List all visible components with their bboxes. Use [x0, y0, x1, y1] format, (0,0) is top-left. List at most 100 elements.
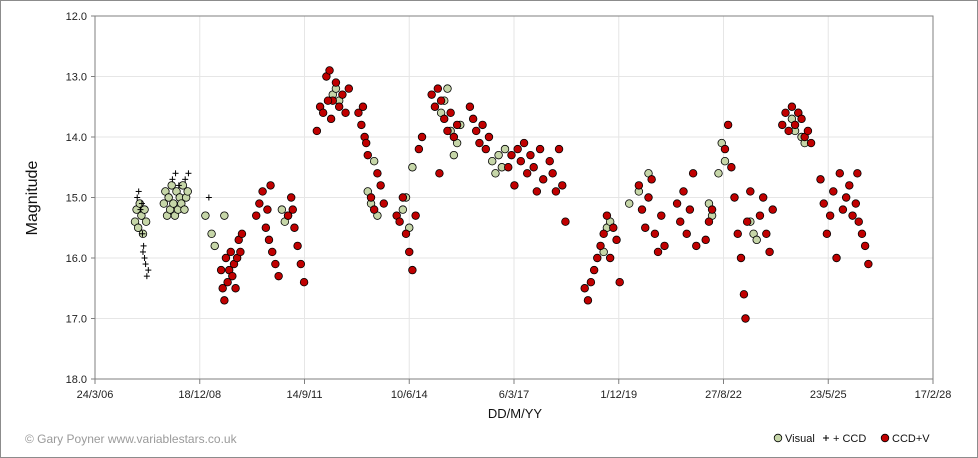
- ccdv-point: [471, 126, 481, 136]
- ccdv-point: [363, 150, 372, 160]
- ccdv-point: [707, 205, 717, 214]
- ccdv-point: [358, 102, 368, 111]
- ccdv-point: [293, 241, 302, 251]
- credit-text: © Gary Poyner www.variablestars.co.uk: [25, 432, 238, 446]
- ccdv-point: [255, 199, 264, 208]
- y-tick-label: 16.0: [66, 253, 87, 265]
- ccdv-point: [599, 229, 608, 238]
- ccdv-point: [781, 108, 790, 117]
- ccdv-point: [417, 132, 427, 142]
- ccdv-point: [373, 169, 382, 178]
- legend: Visual + CCD CCD+V: [773, 433, 930, 445]
- ccdv-point: [312, 126, 322, 136]
- ccdv-point: [411, 211, 420, 220]
- visual-point: [369, 156, 379, 166]
- ccdv-point: [226, 247, 235, 257]
- ccdv-point: [845, 181, 854, 190]
- y-tick-label: 13.0: [66, 72, 87, 84]
- visual-point: [210, 241, 219, 251]
- ccd-point: [134, 194, 141, 201]
- ccdv-point: [832, 253, 841, 263]
- visual-point: [625, 199, 634, 208]
- visual-point: [207, 229, 216, 238]
- ccdv-point: [478, 120, 487, 130]
- x-axis-ticks: 24/3/06 18/12/08 14/9/11 10/6/14 6/3/17 1/12/…: [77, 379, 951, 401]
- data-points: [130, 66, 873, 323]
- visual-point: [141, 217, 151, 226]
- ccdv-point: [860, 241, 870, 251]
- ccdv-point: [778, 120, 787, 130]
- x-tick-label: 24/3/06: [77, 389, 114, 401]
- ccdv-point: [408, 265, 417, 275]
- ccdv-point: [679, 187, 688, 196]
- ccdv-point: [851, 199, 860, 208]
- ccdv-point: [216, 265, 226, 275]
- ccdv-point: [369, 205, 379, 214]
- ccdv-point: [449, 132, 459, 142]
- ccdv-point: [465, 102, 475, 111]
- visual-point: [752, 235, 761, 245]
- ccdv-point: [558, 181, 567, 190]
- y-axis-ticks: 12.0 13.0 14.0 15.0 16.0 17.0 18.0: [66, 11, 95, 386]
- ccdv-point: [290, 223, 299, 232]
- ccdv-point: [299, 278, 309, 287]
- legend-ccdv-marker: [880, 433, 890, 443]
- visual-point: [449, 150, 459, 160]
- ccdv-point: [331, 78, 341, 87]
- ccdv-point: [864, 259, 873, 269]
- ccdv-point: [221, 253, 231, 263]
- ccdv-point: [733, 229, 742, 238]
- ccdv-point: [583, 296, 593, 305]
- ccdv-point: [296, 259, 306, 269]
- ccdv-point: [271, 259, 280, 269]
- visual-point: [220, 211, 229, 220]
- ccdv-point: [605, 253, 615, 263]
- ccdv-point: [452, 120, 462, 130]
- ccd-point: [138, 200, 145, 207]
- ccdv-point: [395, 217, 404, 226]
- ccdv-point: [596, 241, 605, 251]
- visual-point: [491, 169, 500, 178]
- ccdv-point: [682, 229, 691, 238]
- ccdv-point: [468, 114, 478, 124]
- x-tick-label: 23/5/25: [810, 389, 847, 401]
- ccdv-point: [436, 96, 446, 105]
- y-tick-label: 12.0: [66, 11, 87, 23]
- ccdv-point: [741, 314, 750, 323]
- ccdv-point: [481, 144, 491, 154]
- ccdv-point: [819, 199, 828, 208]
- ccdv-point: [580, 284, 589, 293]
- x-tick-label: 27/8/22: [705, 389, 742, 401]
- ccdv-point: [787, 102, 797, 111]
- ccdv-point: [797, 114, 806, 124]
- ccdv-point: [237, 229, 247, 238]
- visual-point: [183, 187, 192, 196]
- ccdv-point: [446, 108, 455, 117]
- ccdv-point: [742, 217, 752, 226]
- y-tick-label: 17.0: [66, 314, 87, 326]
- x-tick-label: 6/3/17: [499, 389, 530, 401]
- ccdv-point: [263, 205, 272, 214]
- ccdv-point: [841, 193, 851, 202]
- ccdv-point: [522, 169, 532, 178]
- ccdv-point: [554, 144, 564, 154]
- visual-point: [180, 205, 189, 214]
- ccdv-point: [220, 296, 229, 305]
- ccdv-point: [857, 229, 867, 238]
- ccdv-point: [688, 169, 698, 178]
- ccdv-point: [361, 138, 371, 148]
- ccdv-point: [318, 108, 328, 117]
- visual-point: [408, 163, 417, 172]
- ccdv-point: [685, 205, 695, 214]
- ccdv-point: [784, 126, 793, 136]
- ccdv-point: [357, 120, 366, 130]
- ccd-point: [205, 194, 212, 201]
- ccdv-point: [768, 205, 777, 214]
- ccd-point: [169, 176, 176, 183]
- ccdv-point: [615, 278, 624, 287]
- ccdv-point: [414, 144, 424, 154]
- ccdv-point: [433, 84, 443, 93]
- ccdv-point: [532, 187, 542, 196]
- ccdv-point: [264, 235, 274, 245]
